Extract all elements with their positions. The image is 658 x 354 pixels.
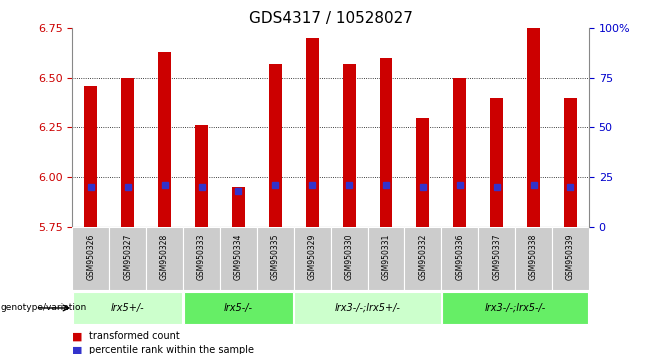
Text: GSM950328: GSM950328 [160, 234, 169, 280]
Text: GSM950335: GSM950335 [271, 234, 280, 280]
Text: lrx3-/-;lrx5+/-: lrx3-/-;lrx5+/- [335, 303, 401, 313]
Text: ■: ■ [72, 331, 83, 341]
Title: GDS4317 / 10528027: GDS4317 / 10528027 [249, 11, 413, 26]
Text: lrx5-/-: lrx5-/- [224, 303, 253, 313]
Bar [220, 227, 257, 290]
Text: GSM950339: GSM950339 [566, 234, 575, 280]
Bar [195, 125, 208, 227]
Text: GSM950334: GSM950334 [234, 234, 243, 280]
Bar [306, 38, 318, 227]
Text: ■: ■ [72, 346, 83, 354]
Text: percentile rank within the sample: percentile rank within the sample [89, 346, 254, 354]
Text: GSM950338: GSM950338 [529, 234, 538, 280]
Text: GSM950332: GSM950332 [418, 234, 428, 280]
Text: GSM950333: GSM950333 [197, 234, 206, 280]
Bar [380, 58, 392, 227]
Bar [73, 292, 182, 324]
Text: transformed count: transformed count [89, 331, 180, 341]
Text: GSM950329: GSM950329 [308, 234, 316, 280]
Bar [183, 227, 220, 290]
Bar [295, 292, 441, 324]
Bar [442, 292, 588, 324]
Bar [417, 118, 429, 227]
Text: GSM950330: GSM950330 [345, 234, 353, 280]
Bar [184, 292, 293, 324]
Bar [368, 227, 405, 290]
Bar [109, 227, 146, 290]
Bar [527, 28, 540, 227]
Bar [121, 78, 134, 227]
Bar [478, 227, 515, 290]
Text: GSM950331: GSM950331 [382, 234, 390, 280]
Text: GSM950327: GSM950327 [123, 234, 132, 280]
Text: GSM950337: GSM950337 [492, 234, 501, 280]
Bar [257, 227, 293, 290]
Bar [405, 227, 442, 290]
Text: genotype/variation: genotype/variation [1, 303, 87, 313]
Bar [515, 227, 552, 290]
Bar [293, 227, 330, 290]
Bar [158, 52, 171, 227]
Bar [552, 227, 589, 290]
Bar [453, 78, 467, 227]
Text: lrx5+/-: lrx5+/- [111, 303, 145, 313]
Text: GSM950326: GSM950326 [86, 234, 95, 280]
Bar [72, 227, 109, 290]
Bar [442, 227, 478, 290]
Bar [146, 227, 183, 290]
Bar [330, 227, 368, 290]
Bar [564, 98, 577, 227]
Bar [490, 98, 503, 227]
Bar [343, 64, 355, 227]
Bar [84, 86, 97, 227]
Bar [269, 64, 282, 227]
Bar [232, 187, 245, 227]
Text: lrx3-/-;lrx5-/-: lrx3-/-;lrx5-/- [484, 303, 545, 313]
Text: GSM950336: GSM950336 [455, 234, 465, 280]
